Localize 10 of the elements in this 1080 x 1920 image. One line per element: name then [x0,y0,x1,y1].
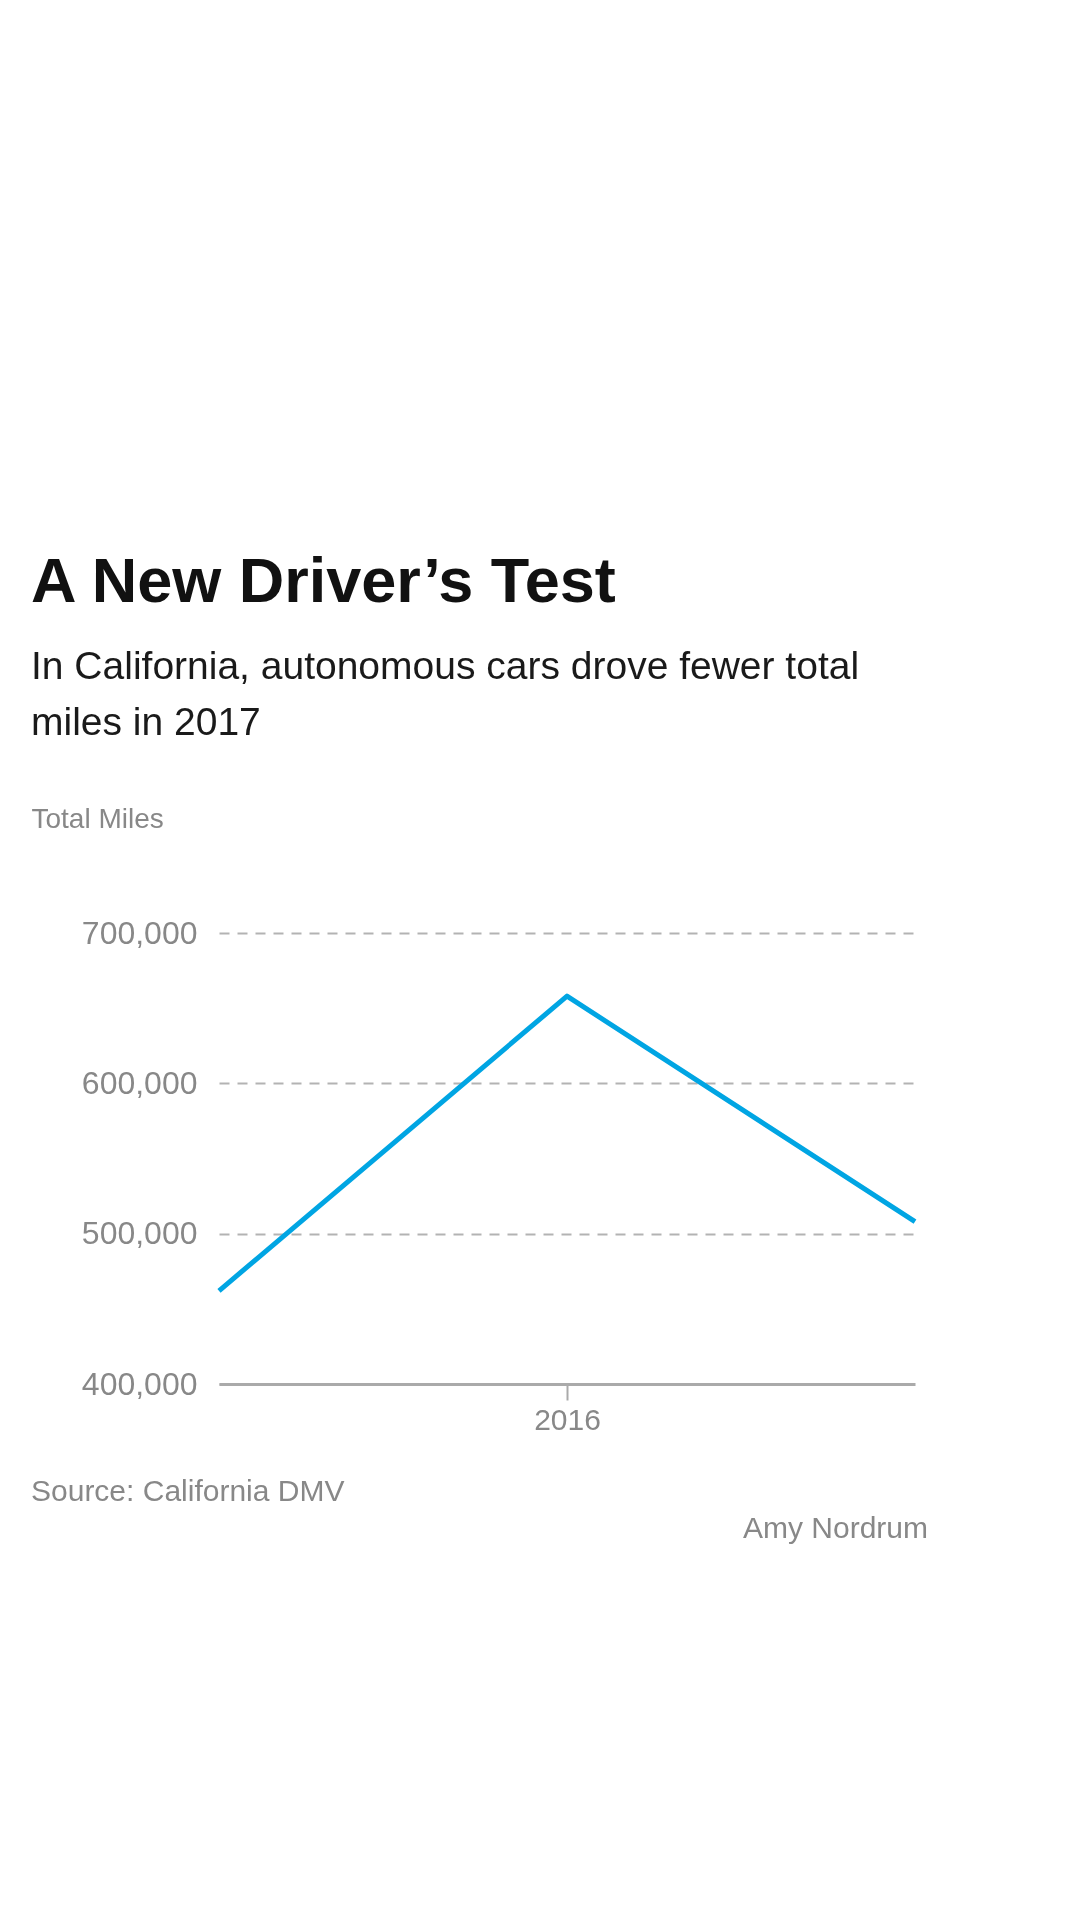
chart-title: A New Driver’s Test [31,545,616,615]
text: Amy Nordrum [742,1511,928,1544]
y-tick-label: 600,000 [81,1064,198,1101]
y-tick-label: 500,000 [81,1215,198,1252]
y-tick-label: 400,000 [81,1365,198,1402]
x-tick-label: 2016 [534,1402,601,1436]
y-tick-label: 700,000 [81,914,198,951]
source-note: Source: California DMV [31,1474,345,1507]
chart-subtitle: In California, autonomous cars drove fewer total miles in 2017 [31,643,861,745]
y-axis-title: Total Miles [31,802,164,834]
